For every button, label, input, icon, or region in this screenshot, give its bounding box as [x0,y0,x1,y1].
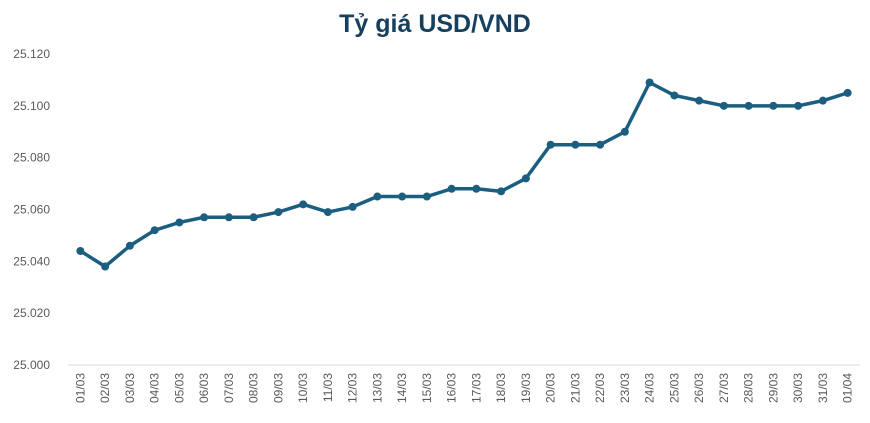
x-tick-label: 03/03 [123,373,137,403]
x-tick-label: 11/03 [321,373,335,402]
data-point [249,213,258,222]
data-point [521,174,530,183]
x-tick-label: 22/03 [593,373,607,403]
x-tick-label: 25/03 [667,373,681,403]
chart-title: Tỷ giá USD/VND [339,10,531,38]
x-tick-label: 26/03 [692,373,706,403]
data-point [398,192,407,201]
data-point [447,184,456,193]
x-tick-label: 09/03 [271,373,285,403]
y-tick-label: 25.040 [13,254,50,268]
x-tick-label: 12/03 [346,373,360,403]
data-point [175,218,184,227]
data-point [200,213,209,222]
y-tick-label: 25.080 [13,151,50,165]
data-point [348,202,357,211]
x-tick-label: 15/03 [420,373,434,403]
data-point [596,140,605,149]
x-tick-label: 30/03 [791,373,805,403]
data-point [794,101,803,110]
x-tick-label: 13/03 [370,373,384,403]
x-tick-label: 23/03 [618,373,632,403]
data-point [150,226,159,235]
x-tick-label: 24/03 [643,373,657,403]
x-tick-label: 07/03 [222,373,236,403]
x-tick-label: 27/03 [717,373,731,403]
data-point [769,101,778,110]
x-tick-label: 16/03 [445,373,459,403]
data-point [373,192,382,201]
data-point [719,101,728,110]
x-tick-label: 20/03 [544,373,558,403]
data-point [843,88,852,97]
data-point [224,213,233,222]
x-tick-label: 17/03 [469,373,483,403]
data-point [299,200,308,209]
x-tick-label: 04/03 [148,373,162,403]
x-tick-label: 14/03 [395,373,409,403]
y-tick-label: 25.000 [13,358,50,372]
data-point [497,187,506,196]
x-tick-label: 01/03 [73,373,87,403]
data-point [76,246,85,255]
y-tick-label: 25.120 [13,47,50,61]
x-tick-label: 29/03 [766,373,780,403]
data-point [645,78,654,87]
x-tick-label: 31/03 [816,373,830,403]
data-point [546,140,555,149]
data-point [323,208,332,217]
data-point [422,192,431,201]
x-tick-label: 28/03 [742,373,756,403]
data-point [274,208,283,217]
x-tick-label: 19/03 [519,373,533,403]
data-point [744,101,753,110]
data-point [670,91,679,100]
x-tick-label: 02/03 [98,373,112,403]
data-point [695,96,704,105]
x-tick-label: 01/04 [841,373,855,403]
x-tick-label: 08/03 [247,373,261,403]
series-line [79,80,849,269]
x-tick-label: 21/03 [568,373,582,403]
data-point [101,262,110,271]
x-tick-label: 05/03 [172,373,186,403]
data-point [571,140,580,149]
data-point [620,127,629,136]
y-tick-label: 25.020 [13,306,50,320]
x-tick-label: 10/03 [296,373,310,403]
data-point [472,184,481,193]
x-tick-label: 18/03 [494,373,508,403]
x-tick-label: 06/03 [197,373,211,403]
data-point [125,241,134,250]
y-tick-label: 25.100 [13,99,50,113]
y-tick-label: 25.060 [13,203,50,217]
data-point [818,96,827,105]
